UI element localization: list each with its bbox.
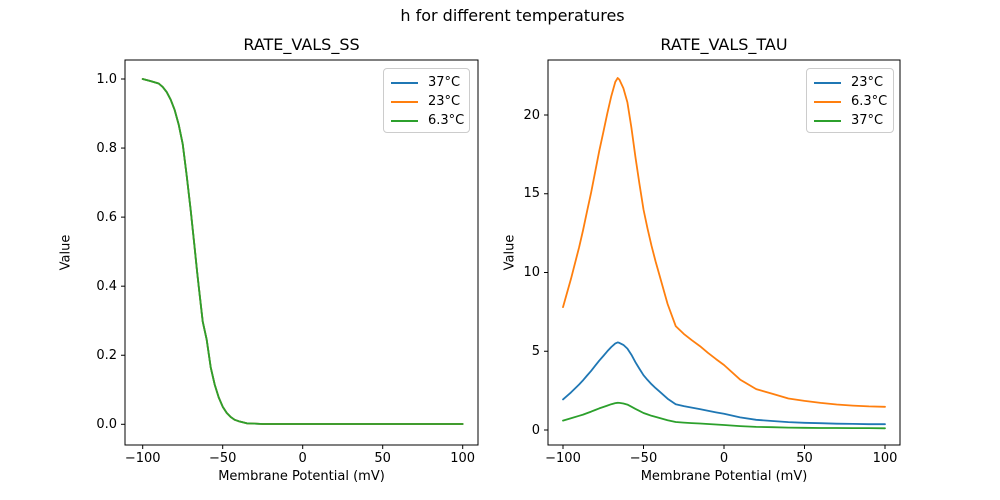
legend-entry: 6.3°C xyxy=(384,111,469,130)
y-tick-label: 15 xyxy=(523,186,540,202)
legend-line-swatch-blue xyxy=(814,81,841,84)
x-tick-label: −50 xyxy=(629,451,658,466)
y-tick-label: 20 xyxy=(523,107,540,123)
legend-line-swatch-orange xyxy=(391,100,418,103)
legend-label: 37°C xyxy=(851,113,884,128)
y-tick-label: 10 xyxy=(523,265,540,280)
legend-entry: 37°C xyxy=(384,73,469,92)
legend-label: 23°C xyxy=(428,94,461,109)
legend-label: 6.3°C xyxy=(851,94,888,109)
figure-title: h for different temperatures xyxy=(400,6,625,25)
y-tick-label: 0 xyxy=(531,422,540,438)
y-tick-label: 0.4 xyxy=(96,278,117,294)
subplot1-x-axis-label: Membrane Potential (mV) xyxy=(218,469,385,484)
series-line-37°C xyxy=(562,401,886,430)
x-tick-label: −100 xyxy=(545,451,581,466)
x-tick-label: 0 xyxy=(719,451,729,466)
legend-line-swatch-orange xyxy=(814,100,841,103)
legend-line-swatch-blue xyxy=(391,81,418,84)
series-line-23°C xyxy=(562,341,886,426)
legend-entry: 37°C xyxy=(807,111,893,130)
subplot2-title: RATE_VALS_TAU xyxy=(660,35,788,54)
legend-entry: 23°C xyxy=(807,73,893,92)
legend-label: 37°C xyxy=(428,75,461,90)
y-tick-label: 1.0 xyxy=(96,71,117,87)
x-tick-label: 50 xyxy=(796,451,813,466)
y-tick-label: 0.8 xyxy=(96,140,117,156)
x-tick-label: 50 xyxy=(374,451,391,466)
series-line-6.3°C xyxy=(141,78,464,425)
x-tick-label: −50 xyxy=(208,451,237,466)
x-tick-label: −100 xyxy=(124,451,161,466)
y-tick-label: 0.6 xyxy=(96,209,117,225)
legend-label: 6.3°C xyxy=(428,113,465,128)
y-tick-label: 5 xyxy=(531,343,540,359)
x-tick-label: 100 xyxy=(872,451,898,466)
x-tick-label: 0 xyxy=(298,451,307,466)
y-tick-label: 0.2 xyxy=(96,347,117,363)
series-line-6.3°C xyxy=(562,77,886,408)
subplot1-y-axis-label: Value xyxy=(58,234,74,271)
subplot2-legend: 23°C 6.3°C 37°C xyxy=(806,68,894,133)
subplot1-legend: 37°C 23°C 6.3°C xyxy=(383,68,470,133)
legend-label: 23°C xyxy=(851,75,884,90)
y-tick-label: 0.0 xyxy=(96,416,117,432)
legend-entry: 6.3°C xyxy=(807,92,893,111)
legend-line-swatch-green xyxy=(814,119,841,122)
legend-line-swatch-green xyxy=(391,119,418,122)
subplot1-title: RATE_VALS_SS xyxy=(243,35,360,54)
legend-entry: 23°C xyxy=(384,92,469,111)
subplot2-x-axis-label: Membrane Potential (mV) xyxy=(640,469,808,484)
x-tick-label: 100 xyxy=(450,451,476,466)
